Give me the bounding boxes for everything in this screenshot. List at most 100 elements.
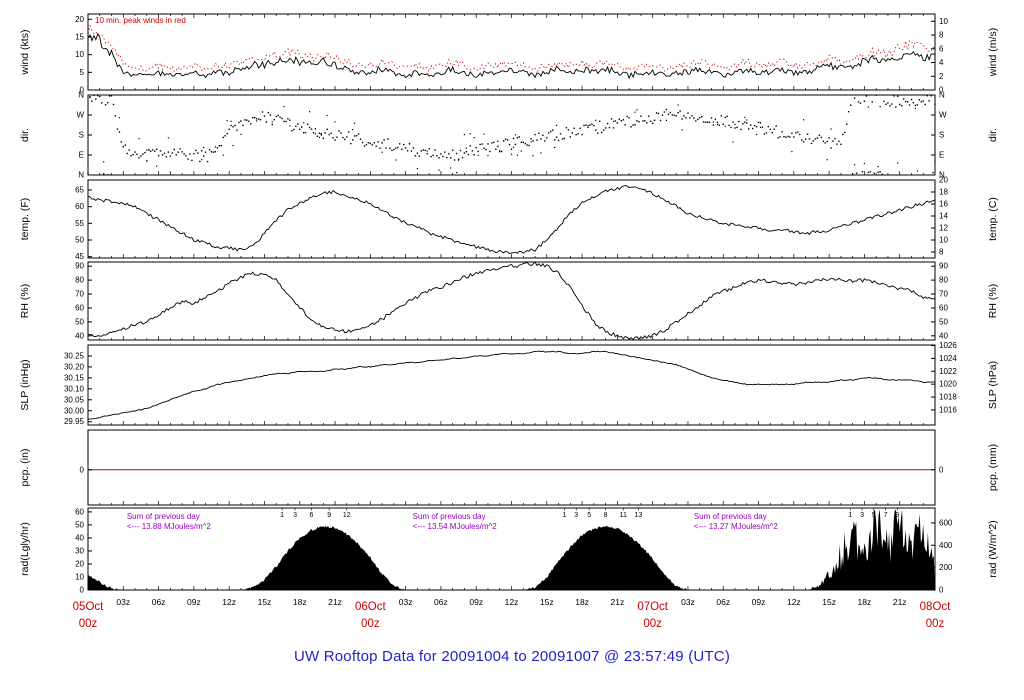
svg-text:40: 40 (75, 533, 84, 542)
svg-text:1018: 1018 (939, 393, 957, 402)
svg-text:30.15: 30.15 (64, 373, 85, 382)
svg-text:55: 55 (75, 219, 84, 228)
svg-text:8: 8 (604, 512, 608, 519)
svg-text:80: 80 (939, 276, 948, 285)
svg-text:09z: 09z (469, 597, 483, 607)
svg-text:0: 0 (80, 465, 85, 474)
svg-text:1022: 1022 (939, 367, 957, 376)
svg-text:60: 60 (75, 303, 84, 312)
panel-wind: 10 min. peak winds in red 0 5 10 15 20 0 2 4 6 8 10… (19, 13, 999, 95)
svg-text:1016: 1016 (939, 405, 957, 414)
svg-text:N: N (78, 171, 84, 180)
svg-text:30: 30 (75, 546, 84, 555)
svg-text:60: 60 (75, 507, 84, 516)
svg-text:16: 16 (939, 200, 948, 209)
svg-text:200: 200 (939, 563, 953, 572)
svg-text:90: 90 (75, 262, 84, 271)
chart-title: UW Rooftop Data for 20091004 to 20091007… (293, 648, 731, 665)
svg-text:65: 65 (75, 186, 84, 195)
svg-text:06z: 06z (434, 597, 448, 607)
svg-text:9: 9 (327, 512, 331, 519)
svg-text:03z: 03z (681, 597, 695, 607)
svg-text:5: 5 (587, 512, 591, 519)
svg-text:09z: 09z (752, 597, 766, 607)
svg-text:05Oct: 05Oct (73, 601, 104, 613)
svg-text:400: 400 (939, 541, 953, 550)
svg-text:8: 8 (939, 31, 944, 40)
svg-text:E: E (79, 151, 84, 160)
svg-text:18z: 18z (575, 597, 589, 607)
svg-text:50: 50 (939, 317, 948, 326)
svg-text:09z: 09z (187, 597, 201, 607)
svg-text:90: 90 (939, 262, 948, 271)
svg-text:10: 10 (75, 50, 84, 59)
svg-text:30.00: 30.00 (64, 406, 85, 415)
svg-text:15: 15 (75, 32, 84, 41)
x-axis-labels: 03z 06z 09z 12z 15z 18z 21z 03z 06z 09z 12z 15z 18z 2… (73, 597, 951, 630)
svg-text:06z: 06z (716, 597, 730, 607)
svg-text:N: N (939, 171, 945, 180)
svg-text:Sum of previous day: Sum of previous day (127, 512, 200, 521)
svg-text:50: 50 (75, 317, 84, 326)
panel-pcp: 0 0 pcp. (in) pcp. (mm) (19, 429, 999, 506)
svg-text:12: 12 (343, 512, 351, 519)
svg-text:3: 3 (860, 512, 864, 519)
svg-text:600: 600 (939, 518, 953, 527)
panel-slp: 29.95 30.00 30.05 30.10 30.15 30.20 30.25 1016 1… (19, 341, 999, 426)
svg-text:2: 2 (939, 72, 944, 81)
svg-text:W: W (76, 111, 84, 120)
svg-text:pcp. (in): pcp. (in) (19, 449, 31, 487)
svg-text:21z: 21z (328, 597, 342, 607)
svg-text:20: 20 (75, 559, 84, 568)
svg-text:10: 10 (939, 17, 948, 26)
svg-text:12z: 12z (787, 597, 801, 607)
svg-text:1024: 1024 (939, 354, 957, 363)
svg-text:<--- 13.54 MJoules/m^2: <--- 13.54 MJoules/m^2 (413, 522, 498, 531)
svg-text:S: S (939, 131, 944, 140)
svg-text:7: 7 (884, 512, 888, 519)
svg-text:12z: 12z (222, 597, 236, 607)
svg-text:<--- 13.27 MJoules/m^2: <--- 13.27 MJoules/m^2 (694, 522, 779, 531)
svg-text:wind (kts): wind (kts) (19, 30, 31, 76)
svg-text:N: N (78, 91, 84, 100)
svg-text:RH (%): RH (%) (987, 284, 999, 318)
svg-text:rad(Lgly/hr): rad(Lgly/hr) (19, 522, 31, 576)
svg-text:dir.: dir. (987, 128, 999, 142)
svg-text:15z: 15z (822, 597, 836, 607)
svg-text:5: 5 (872, 512, 876, 519)
svg-text:1: 1 (562, 512, 566, 519)
svg-text:10: 10 (939, 236, 948, 245)
svg-text:wind (m/s): wind (m/s) (987, 28, 999, 77)
svg-text:temp. (F): temp. (F) (19, 198, 31, 241)
svg-text:dir.: dir. (19, 128, 31, 142)
svg-text:06z: 06z (152, 597, 166, 607)
svg-text:03z: 03z (116, 597, 130, 607)
svg-text:30.20: 30.20 (64, 362, 85, 371)
svg-text:6: 6 (939, 44, 944, 53)
svg-text:9: 9 (895, 512, 899, 519)
svg-text:40: 40 (75, 331, 84, 340)
svg-text:21z: 21z (611, 597, 625, 607)
svg-text:Sum of previous day: Sum of previous day (694, 512, 767, 521)
svg-text:45: 45 (75, 252, 84, 261)
svg-text:20: 20 (75, 15, 84, 24)
svg-text:00z: 00z (79, 618, 98, 630)
svg-text:SLP (hPa): SLP (hPa) (987, 361, 999, 409)
svg-text:10 min. peak winds in red: 10 min. peak winds in red (95, 16, 186, 25)
svg-text:10: 10 (75, 572, 84, 581)
svg-text:N: N (939, 91, 945, 100)
svg-text:0: 0 (939, 465, 944, 474)
svg-text:50: 50 (75, 520, 84, 529)
meteogram-chart: 10 min. peak winds in red051015200246810… (19, 13, 999, 630)
svg-text:5: 5 (80, 68, 85, 77)
svg-text:08Oct: 08Oct (920, 601, 951, 613)
svg-text:E: E (939, 151, 944, 160)
svg-text:07Oct: 07Oct (637, 601, 668, 613)
svg-text:RH (%): RH (%) (19, 284, 31, 318)
svg-text:20: 20 (939, 176, 948, 185)
svg-text:50: 50 (75, 236, 84, 245)
svg-text:3: 3 (293, 512, 297, 519)
svg-text:06Oct: 06Oct (355, 601, 386, 613)
